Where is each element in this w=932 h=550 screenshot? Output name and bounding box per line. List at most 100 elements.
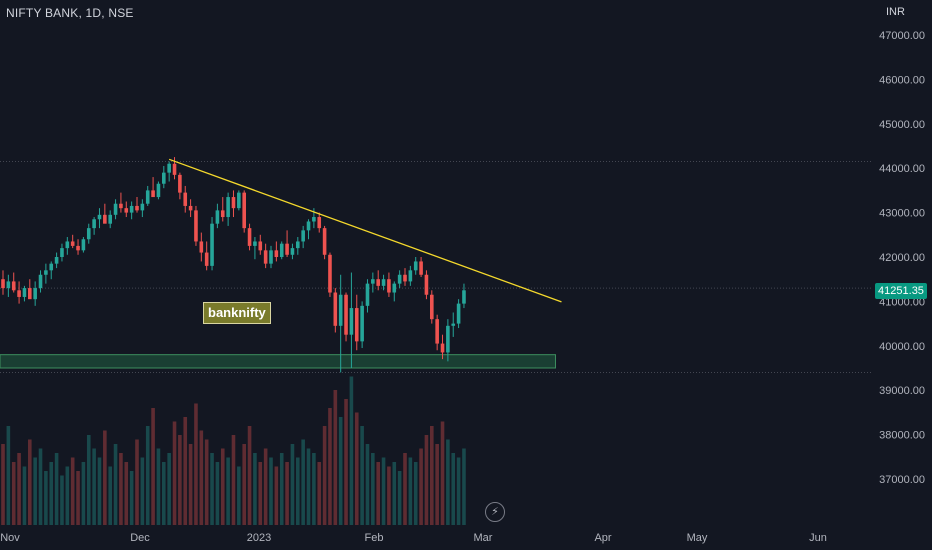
candle-body: [435, 319, 439, 344]
x-tick-label: May: [687, 532, 708, 544]
volume-bar: [279, 453, 284, 525]
volume-bar: [119, 453, 123, 525]
volume-bar: [135, 439, 139, 525]
x-tick-label: Mar: [474, 532, 493, 544]
candle-body: [103, 214, 107, 224]
y-tick-label: 37000.00: [879, 474, 925, 486]
last-price-label: 41251.35: [875, 283, 927, 299]
y-tick-label: 46000.00: [879, 74, 925, 86]
candle-body: [263, 250, 268, 264]
volume-bar: [306, 448, 311, 525]
candle-body: [344, 294, 348, 335]
volume-bar: [435, 444, 439, 525]
volume-bar: [317, 462, 322, 525]
candle-body: [108, 214, 112, 224]
volume-bar: [247, 426, 252, 525]
volume-bar: [349, 376, 354, 525]
volume-bar: [269, 457, 273, 525]
y-tick-label: 45000.00: [879, 119, 925, 131]
volume-bar: [371, 453, 375, 525]
volume-bar: [413, 462, 418, 525]
candle-body: [322, 228, 327, 255]
volume-bar: [151, 408, 155, 525]
trendline: [168, 158, 562, 303]
candle-body: [204, 252, 209, 266]
volume-bar: [220, 448, 225, 525]
y-tick-label: 42000.00: [879, 252, 925, 264]
volume-bar: [1, 444, 5, 525]
currency-label: INR: [886, 6, 905, 18]
candle-body: [183, 192, 188, 206]
candle-body: [360, 305, 364, 342]
candle-body: [349, 308, 354, 335]
volume-bar: [167, 453, 171, 525]
volume-bar: [81, 462, 86, 525]
y-tick-label: 38000.00: [879, 430, 925, 442]
volume-bar: [183, 417, 188, 525]
y-tick-label: 47000.00: [879, 30, 925, 42]
volume-bar: [301, 439, 305, 525]
symbol-title[interactable]: NIFTY BANK, 1D, NSE: [6, 6, 134, 20]
candle-body: [113, 203, 118, 215]
candle-body: [446, 325, 450, 353]
candle-body: [226, 197, 230, 218]
candle-body: [317, 217, 322, 229]
candle-body: [60, 248, 64, 257]
volume-bar: [6, 426, 11, 525]
x-tick-label: Dec: [130, 532, 150, 544]
volume-bar: [419, 448, 423, 525]
candle-body: [333, 292, 338, 326]
volume-bar: [456, 457, 461, 525]
candle-body: [124, 208, 129, 213]
candle-body: [253, 241, 257, 246]
candle-body: [376, 279, 380, 286]
y-tick-label: 39000.00: [879, 385, 925, 397]
candle-body: [145, 190, 150, 204]
volume-bar: [296, 457, 300, 525]
candle-body: [237, 192, 241, 209]
candle-body: [76, 245, 80, 251]
candle-body: [33, 288, 37, 300]
candle-body: [86, 228, 91, 240]
candle-body: [451, 323, 456, 326]
volume-bar: [258, 462, 263, 525]
candle-body: [188, 205, 193, 211]
candle-body: [365, 283, 370, 306]
volume-bar: [376, 462, 380, 525]
volume-bar: [178, 435, 182, 525]
candle-body: [306, 221, 311, 231]
annotation-label[interactable]: banknifty: [203, 302, 271, 324]
candle-body: [247, 228, 252, 246]
volume-bar: [11, 462, 16, 525]
volume-bar: [70, 457, 75, 525]
candle-body: [220, 210, 225, 218]
candle-body: [354, 308, 359, 342]
volume-bar: [392, 462, 397, 525]
volume-bar: [322, 426, 327, 525]
candle-body: [49, 263, 54, 271]
volume-bar: [446, 439, 450, 525]
volume-bar: [33, 457, 37, 525]
candle-body: [440, 343, 445, 353]
candle-body: [456, 303, 461, 324]
volume-bar: [38, 448, 43, 525]
y-tick-label: 41000.00: [879, 296, 925, 308]
volume-bar: [172, 421, 177, 525]
volume-bar: [54, 453, 59, 525]
candle-body: [140, 203, 145, 211]
candle-body: [387, 279, 391, 293]
x-tick-label: 2023: [247, 532, 271, 544]
candle-body: [38, 274, 43, 289]
candle-body: [408, 270, 413, 282]
volume-bar: [462, 448, 466, 525]
volume-bar: [285, 462, 289, 525]
candle-body: [135, 205, 139, 211]
lightning-icon[interactable]: ⚡: [485, 502, 505, 522]
volume-bar: [328, 408, 332, 525]
volume-bar: [451, 453, 456, 525]
candle-body: [231, 197, 236, 209]
volume-bar: [140, 457, 145, 525]
volume-bar: [387, 466, 391, 525]
volume-bar: [103, 430, 107, 525]
